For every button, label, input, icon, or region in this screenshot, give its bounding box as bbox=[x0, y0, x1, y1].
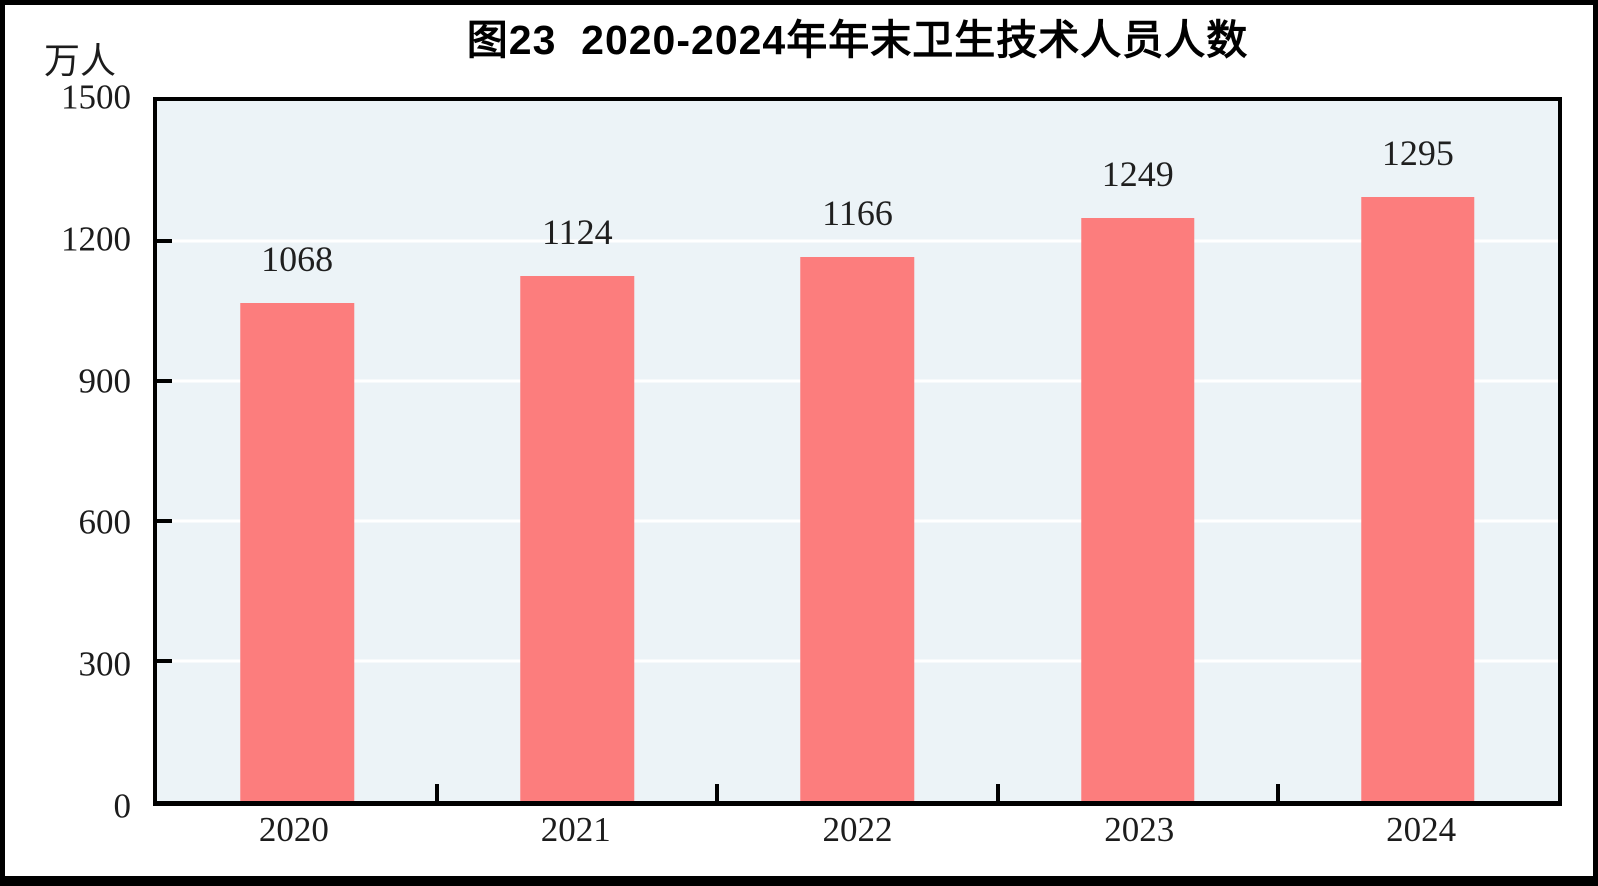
x-tick-label-2021: 2021 bbox=[540, 810, 611, 849]
bar-2023 bbox=[1080, 218, 1195, 801]
bar-2020 bbox=[240, 302, 354, 801]
bar-column-2022: 1166 bbox=[717, 101, 997, 801]
y-axis-unit-label: 万人 bbox=[44, 41, 117, 81]
x-axis-tick-labels: 2020 2021 2022 2023 2024 bbox=[153, 810, 1562, 850]
plot-area: 1068 1124 1166 1249 1295 bbox=[153, 97, 1562, 806]
y-tick-mark bbox=[157, 239, 172, 243]
y-tick-mark bbox=[157, 519, 172, 523]
x-tick-label-2022: 2022 bbox=[822, 810, 893, 849]
gridline bbox=[157, 239, 1558, 243]
y-tick-label: 0 bbox=[113, 786, 132, 826]
y-tick-label: 1200 bbox=[61, 219, 131, 259]
value-label-2021: 1124 bbox=[541, 212, 613, 253]
bar-2022 bbox=[800, 256, 915, 801]
y-tick-label: 900 bbox=[78, 361, 132, 401]
bar-column-2023: 1249 bbox=[998, 101, 1278, 801]
y-tick-label: 600 bbox=[78, 502, 132, 542]
x-tick-mark bbox=[435, 784, 440, 801]
bar-2024 bbox=[1361, 196, 1475, 801]
y-axis-tick-labels: 0 300 600 900 1200 1500 bbox=[0, 80, 132, 824]
y-tick-mark bbox=[157, 659, 172, 663]
y-tick-label: 300 bbox=[78, 644, 132, 684]
value-label-2023: 1249 bbox=[1101, 154, 1174, 195]
chart-title: 图23 2020-2024年年末卫生技术人员人数 bbox=[466, 17, 1249, 63]
bar-column-2021: 1124 bbox=[437, 101, 717, 801]
x-tick-mark bbox=[1275, 784, 1280, 801]
value-label-2024: 1295 bbox=[1381, 132, 1454, 173]
bar-2021 bbox=[520, 276, 635, 801]
value-label-2020: 1068 bbox=[261, 238, 334, 279]
x-tick-label-2024: 2024 bbox=[1386, 810, 1457, 849]
y-tick-label: 1500 bbox=[61, 77, 131, 117]
x-tick-mark bbox=[995, 784, 1000, 801]
x-tick-mark bbox=[715, 784, 720, 801]
x-tick-label-2023: 2023 bbox=[1104, 810, 1175, 849]
bar-column-2020: 1068 bbox=[157, 101, 437, 801]
bar-column-2024: 1295 bbox=[1278, 101, 1558, 801]
x-tick-label-2020: 2020 bbox=[258, 810, 329, 849]
value-label-2022: 1166 bbox=[822, 192, 893, 233]
y-tick-mark bbox=[157, 379, 172, 383]
